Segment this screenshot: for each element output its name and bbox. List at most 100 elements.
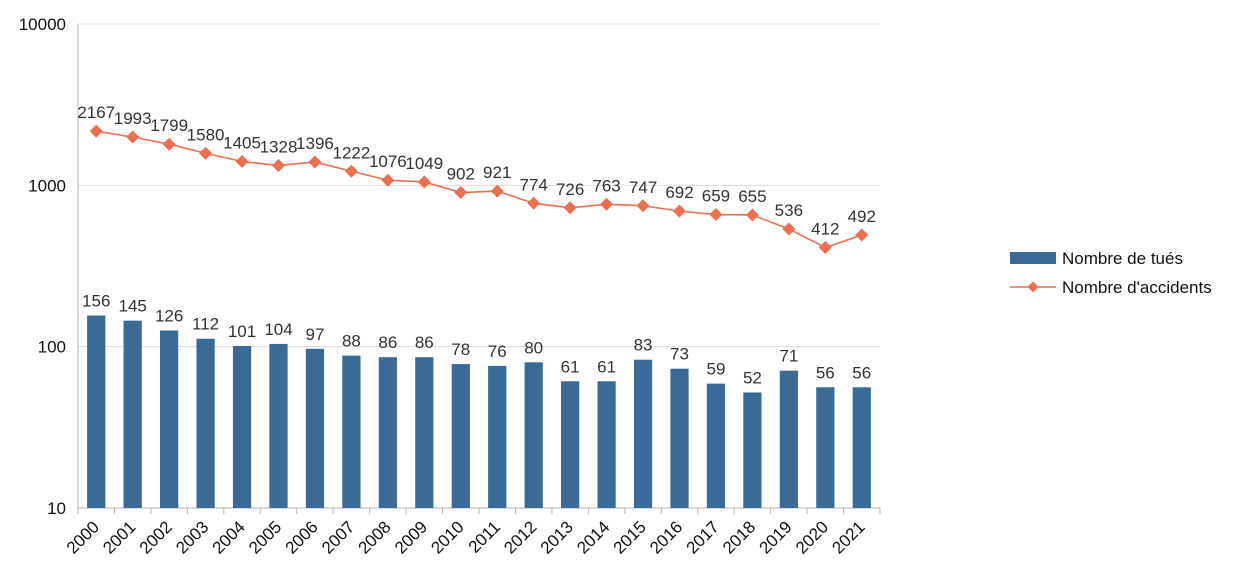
bar: [269, 343, 288, 508]
line-point: [490, 184, 504, 198]
x-tick-label: 2000: [63, 517, 103, 557]
bar: [597, 381, 616, 508]
line-point: [709, 208, 723, 222]
x-tick-label: 2018: [719, 517, 759, 557]
bar-value-label: 86: [415, 333, 434, 352]
line-value-label: 1396: [296, 134, 334, 153]
x-tick-label: 2016: [646, 517, 686, 557]
bar: [706, 383, 726, 508]
x-tick-label: 2019: [756, 517, 796, 557]
line-value-label: 655: [738, 187, 766, 206]
line-value-label: 1580: [187, 125, 225, 144]
line-value-label: 1405: [223, 134, 261, 153]
line-value-label: 902: [447, 165, 475, 184]
x-tick-label: 2015: [610, 517, 650, 557]
bar: [670, 368, 689, 508]
bar: [342, 355, 361, 508]
bar: [779, 370, 798, 508]
y-tick-label: 10: [47, 499, 66, 518]
bar: [196, 338, 215, 508]
line-value-label: 1076: [369, 152, 407, 171]
x-tick-label: 2011: [465, 517, 504, 556]
x-tick-label: 2020: [792, 517, 832, 557]
line-value-label: 536: [775, 201, 803, 220]
line-point: [308, 155, 322, 169]
bar-value-label: 76: [488, 342, 507, 361]
bar-value-label: 61: [561, 357, 580, 376]
x-tick-label: 2004: [209, 517, 249, 557]
line-value-label: 1049: [405, 154, 443, 173]
x-tick-label: 2021: [828, 517, 868, 557]
line-point: [381, 173, 395, 187]
x-tick-label: 2012: [500, 517, 540, 557]
line-point: [126, 130, 140, 144]
bar-value-label: 104: [264, 320, 292, 339]
x-tick-label: 2014: [573, 517, 613, 557]
bar: [816, 387, 835, 508]
bar-value-label: 59: [706, 360, 725, 379]
bar: [160, 330, 179, 508]
bar-value-label: 56: [852, 363, 871, 382]
bar-value-label: 83: [634, 336, 653, 355]
bar-value-label: 145: [118, 297, 146, 316]
x-tick-label: 2008: [355, 517, 395, 557]
line-point: [344, 164, 358, 178]
x-tick-label: 2002: [136, 517, 176, 557]
line-value-label: 2167: [77, 103, 115, 122]
line-value-label: 659: [702, 187, 730, 206]
y-tick-label: 100: [38, 338, 66, 357]
accidents-line: [96, 130, 863, 249]
bar: [123, 320, 142, 508]
bar: [488, 365, 507, 508]
line-value-label: 747: [629, 178, 657, 197]
bar: [852, 387, 871, 508]
x-tick-label: 2017: [683, 517, 723, 557]
x-tick-label: 2010: [427, 517, 467, 557]
x-tick-label: 2007: [318, 517, 358, 557]
line-value-label: 1328: [260, 137, 298, 156]
line-point: [89, 124, 103, 138]
line-point: [600, 197, 614, 211]
bar: [87, 315, 106, 508]
y-tick-label: 10000: [19, 15, 66, 34]
bar: [232, 345, 252, 508]
line-point: [636, 199, 650, 213]
x-tick-label: 2001: [99, 517, 139, 557]
bar-value-label: 112: [192, 315, 219, 334]
x-tick-label: 2006: [282, 517, 322, 557]
line-value-label: 412: [811, 219, 839, 238]
line-value-label: 492: [848, 207, 876, 226]
bar: [561, 381, 580, 508]
line-point: [417, 175, 431, 189]
bar-value-label: 126: [155, 306, 183, 325]
line-value-label: 921: [483, 163, 511, 182]
bar-value-label: 80: [524, 338, 543, 357]
bar-value-label: 61: [597, 357, 616, 376]
line-point: [745, 208, 759, 222]
line-value-label: 1993: [114, 109, 152, 128]
y-tick-label: 1000: [28, 176, 66, 195]
x-tick-label: 2009: [391, 517, 431, 557]
line-point: [782, 222, 796, 236]
bar-value-label: 73: [670, 345, 689, 364]
x-tick-label: 2013: [537, 517, 577, 557]
line-value-label: 763: [592, 176, 620, 195]
line-point: [272, 158, 285, 172]
line-value-label: 1799: [150, 116, 188, 135]
line-point: [162, 137, 176, 151]
x-tick-label: 2005: [245, 517, 285, 557]
bar-value-label: 156: [82, 292, 110, 311]
bar-value-label: 52: [743, 368, 762, 387]
bar: [743, 392, 762, 508]
bar: [305, 348, 325, 508]
line-point: [527, 196, 541, 210]
bar-value-label: 88: [342, 332, 361, 351]
line-value-label: 692: [665, 183, 693, 202]
bar-value-label: 97: [305, 325, 324, 344]
line-point: [818, 240, 832, 254]
legend-marker-accidents: [1027, 281, 1039, 293]
line-value-label: 726: [556, 180, 584, 199]
bar: [415, 357, 434, 508]
bar-value-label: 56: [816, 363, 835, 382]
